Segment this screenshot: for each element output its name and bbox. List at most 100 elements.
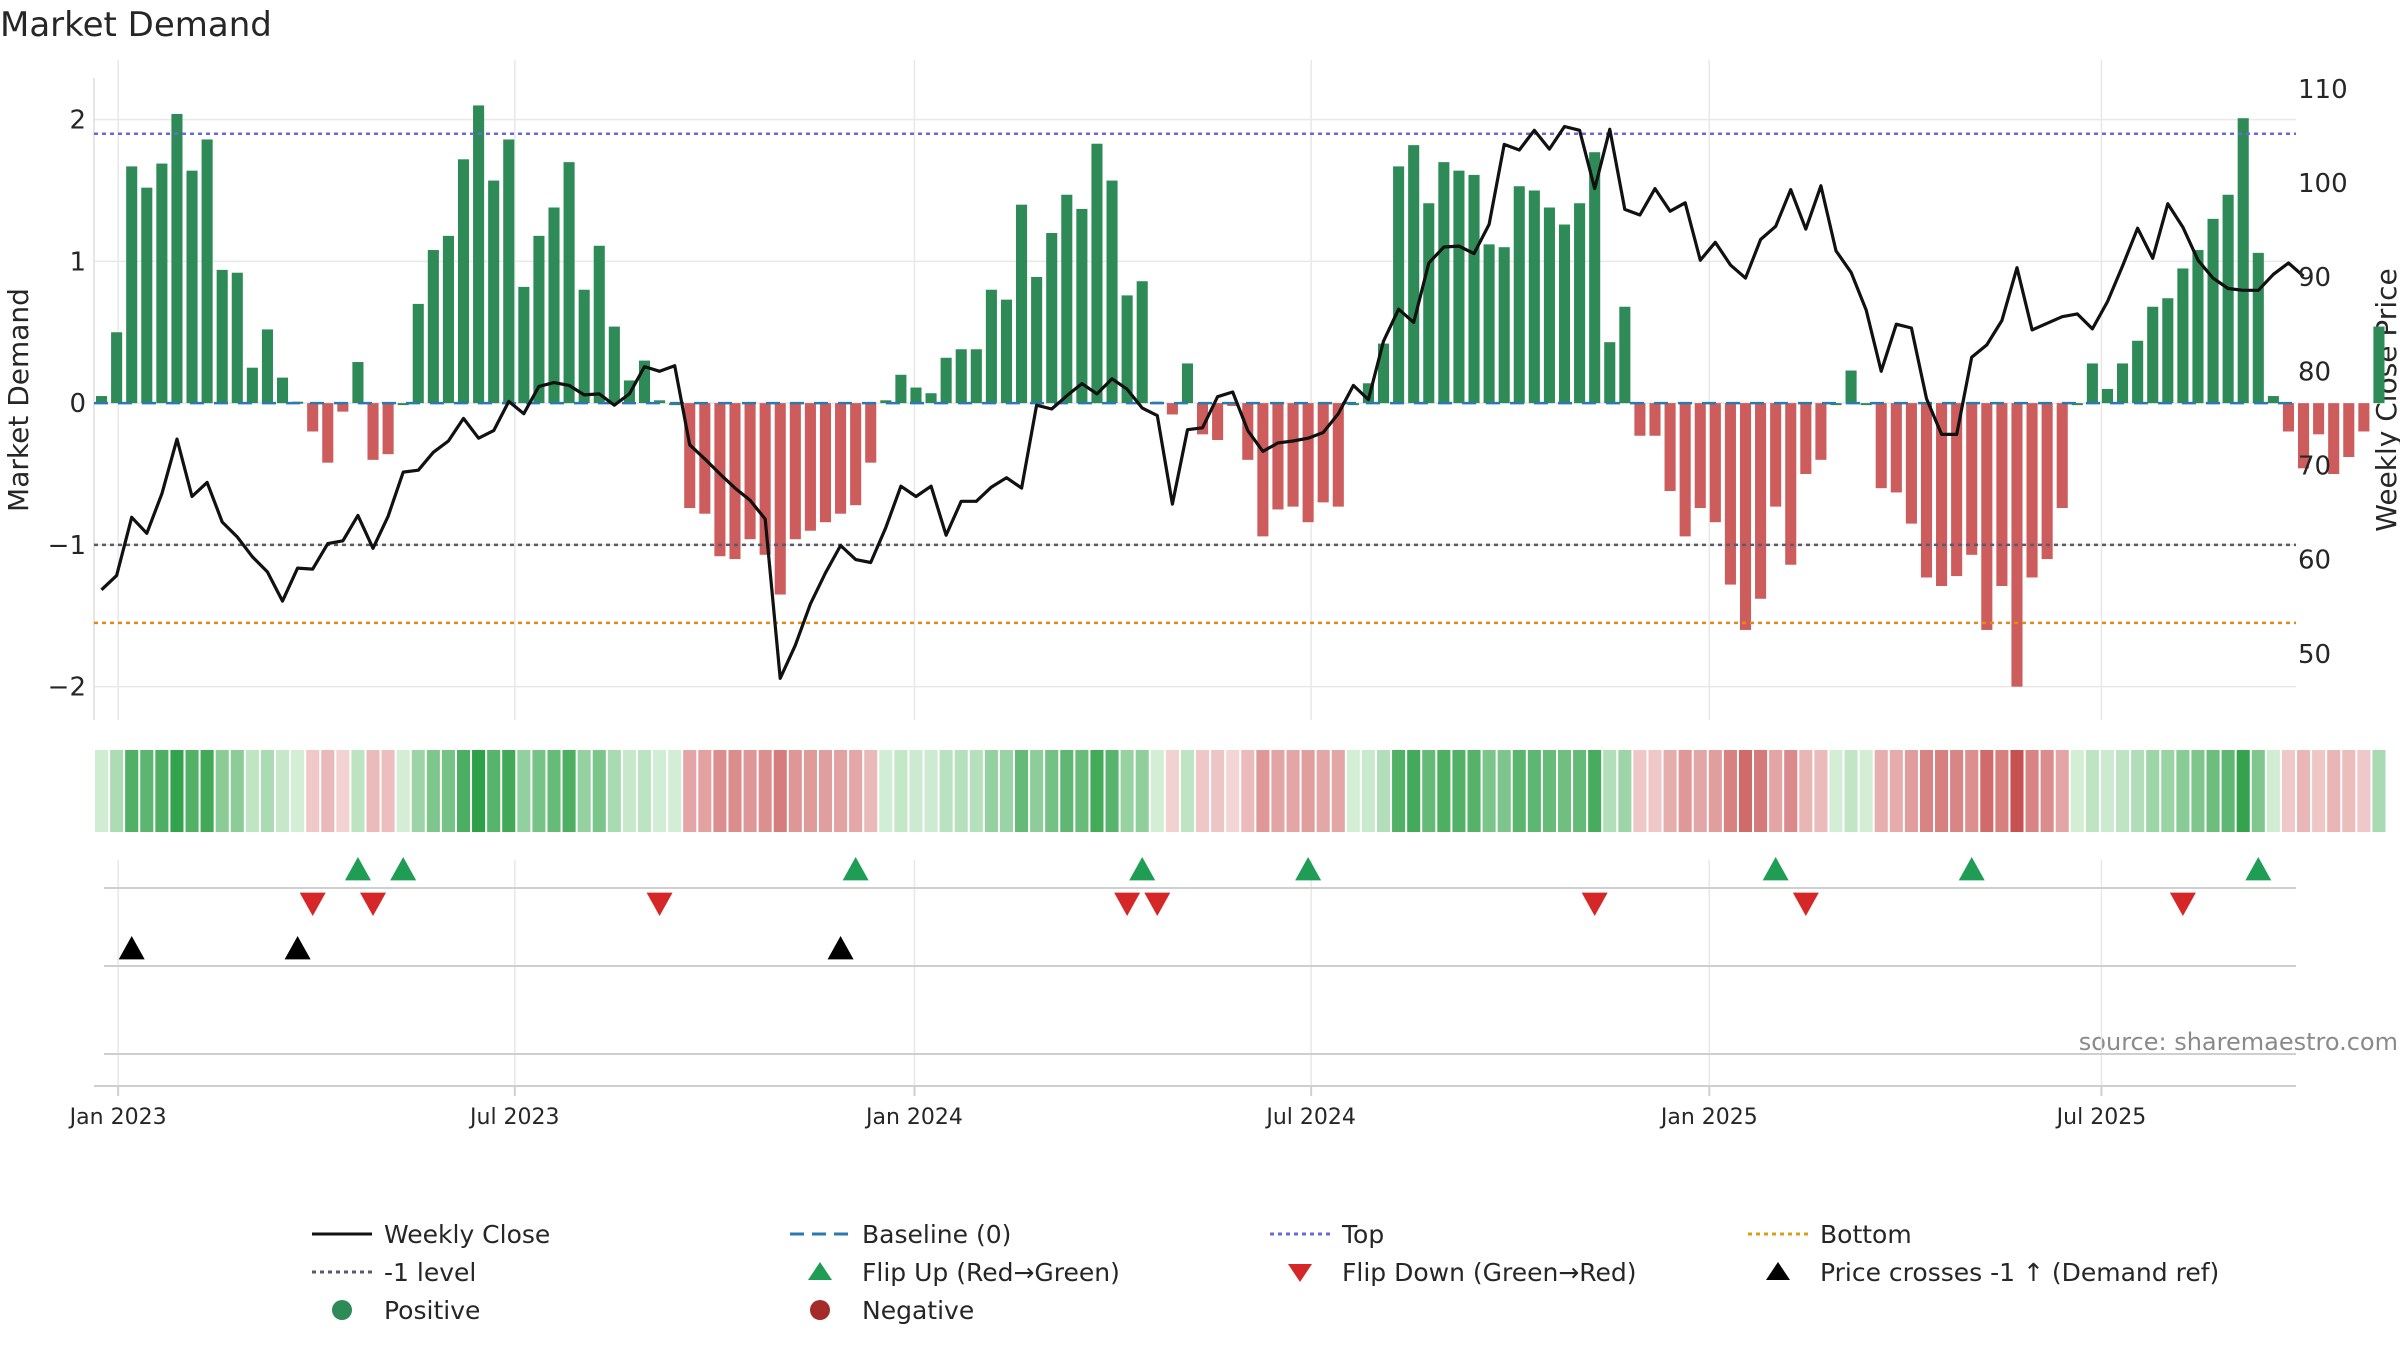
legend-item-bottom: Bottom — [1748, 1220, 1912, 1249]
heatmap-cell — [336, 750, 350, 832]
demand-bar — [1498, 247, 1510, 404]
heatmap-cell — [1723, 750, 1737, 832]
demand-bar — [1951, 403, 1963, 577]
demand-bar — [533, 235, 545, 404]
flip-down-marker — [1581, 892, 1608, 916]
heatmap-cell — [622, 750, 636, 832]
heatmap-cell — [2100, 750, 2115, 832]
demand-bar — [1604, 342, 1616, 404]
demand-bar — [1664, 403, 1676, 492]
demand-bar — [442, 235, 454, 404]
heatmap-cell — [1407, 750, 1421, 832]
price-line-group — [100, 124, 2305, 680]
legend-label-close: Weekly Close — [384, 1220, 550, 1249]
legend-item-flip_down: Flip Down (Green→Red) — [1288, 1258, 1637, 1287]
demand-bar — [729, 403, 741, 560]
x-tick-label: Jul 2023 — [468, 1105, 560, 1130]
demand-bar — [457, 159, 470, 404]
demand-bar — [910, 387, 922, 404]
heatmap-cell — [1799, 750, 1813, 832]
demand-bar — [1649, 403, 1661, 436]
demand-bar — [2026, 403, 2038, 578]
x-tick-label: Jan 2023 — [68, 1105, 167, 1130]
heatmap-cell — [999, 750, 1014, 832]
heatmap-cell — [1346, 750, 1360, 832]
heatmap-cell — [1030, 750, 1044, 832]
heatmap-cell — [1814, 750, 1828, 832]
heatmap-cell — [2221, 750, 2235, 832]
price-cross-marker — [827, 936, 854, 960]
demand-bar — [1257, 403, 1269, 537]
demand-bar — [2267, 396, 2279, 404]
heatmap-cell — [1075, 750, 1089, 832]
heatmap-cell — [2312, 750, 2326, 832]
heatmap-cell — [2206, 750, 2220, 832]
heatmap-cell — [1196, 750, 1210, 832]
demand-bar — [1513, 186, 1525, 404]
heatmap-cell — [909, 750, 923, 832]
heatmap-cell — [502, 750, 516, 832]
demand-bar — [1302, 403, 1314, 523]
heatmap-cell — [426, 750, 440, 832]
legend-label-top: Top — [1341, 1220, 1384, 1249]
heatmap-cell — [2085, 750, 2099, 832]
source-note: source: sharemaestro.com — [2079, 1028, 2398, 1056]
demand-bar — [985, 289, 997, 404]
heatmap-cell — [1060, 750, 1074, 832]
demand-bar — [850, 403, 862, 506]
demand-bar — [1815, 403, 1827, 460]
demand-bar — [1016, 204, 1028, 404]
heatmap-cell — [125, 750, 139, 832]
heatmap-cell — [1105, 750, 1119, 832]
flip-up-marker — [842, 857, 869, 881]
demand-bar — [1800, 403, 1812, 475]
flip-up-marker — [390, 857, 417, 881]
demand-bar — [1091, 143, 1103, 404]
heatmap-cell — [1256, 750, 1270, 832]
y-tick-left: −2 — [48, 673, 86, 703]
demand-bar — [1000, 299, 1013, 404]
heatmap-cell — [683, 750, 697, 832]
heatmap-cell — [1663, 750, 1677, 832]
demand-bar — [2373, 326, 2385, 404]
heatmap-cell — [2191, 750, 2205, 832]
heatmap-cell — [773, 750, 787, 832]
heatmap-cell — [1392, 750, 1406, 832]
demand-bar — [2222, 194, 2234, 404]
heatmap-cell — [954, 750, 968, 832]
heatmap-cell — [1633, 750, 1647, 832]
demand-bar — [1619, 306, 1631, 404]
heatmap-cell — [577, 750, 591, 832]
heatmap-cell — [1376, 750, 1391, 832]
demand-bar — [608, 326, 620, 404]
demand-bar — [141, 187, 153, 404]
demand-bar — [865, 403, 877, 463]
heatmap-cell — [1693, 750, 1707, 832]
demand-bar — [1423, 203, 1435, 404]
demand-bar — [1031, 276, 1043, 404]
heatmap-cell — [818, 750, 833, 832]
heatmap-cell — [2342, 750, 2356, 832]
heatmap-cell — [1180, 750, 1194, 832]
heatmap-cell — [1331, 750, 1345, 832]
flip-up-marker — [2245, 857, 2272, 881]
heatmap-cell — [230, 750, 244, 832]
demand-bar — [246, 367, 258, 404]
demand-bar — [1212, 403, 1224, 440]
heatmap-cell — [155, 750, 169, 832]
heatmap-cell — [1904, 750, 1918, 832]
legend-swatch-positive — [332, 1300, 352, 1320]
demand-bar — [1317, 403, 1329, 503]
demand-bar — [1438, 162, 1450, 404]
y-tick-left: 0 — [69, 389, 86, 419]
demand-bar — [1724, 403, 1736, 585]
heatmap-cell — [1995, 750, 2009, 832]
demand-bar — [367, 403, 379, 460]
demand-bar — [1739, 403, 1752, 630]
heatmap-cell — [351, 750, 365, 832]
demand-bar — [548, 207, 560, 404]
demand-bar — [2343, 403, 2355, 457]
demand-bar — [1905, 403, 1917, 524]
